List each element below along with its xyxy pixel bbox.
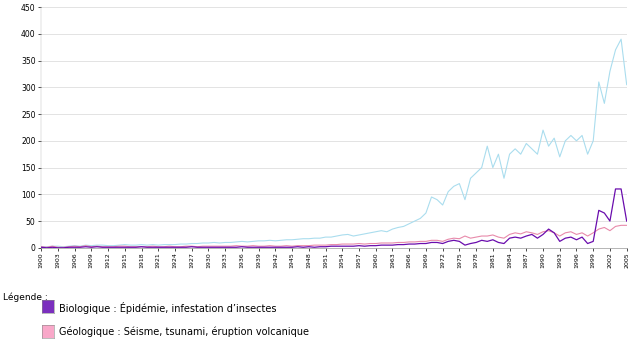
Text: Biologique : Épidémie, infestation d’insectes: Biologique : Épidémie, infestation d’ins… xyxy=(59,302,277,314)
Text: Légende :: Légende : xyxy=(3,292,48,302)
Text: Géologique : Séisme, tsunami, éruption volcanique: Géologique : Séisme, tsunami, éruption v… xyxy=(59,326,309,337)
